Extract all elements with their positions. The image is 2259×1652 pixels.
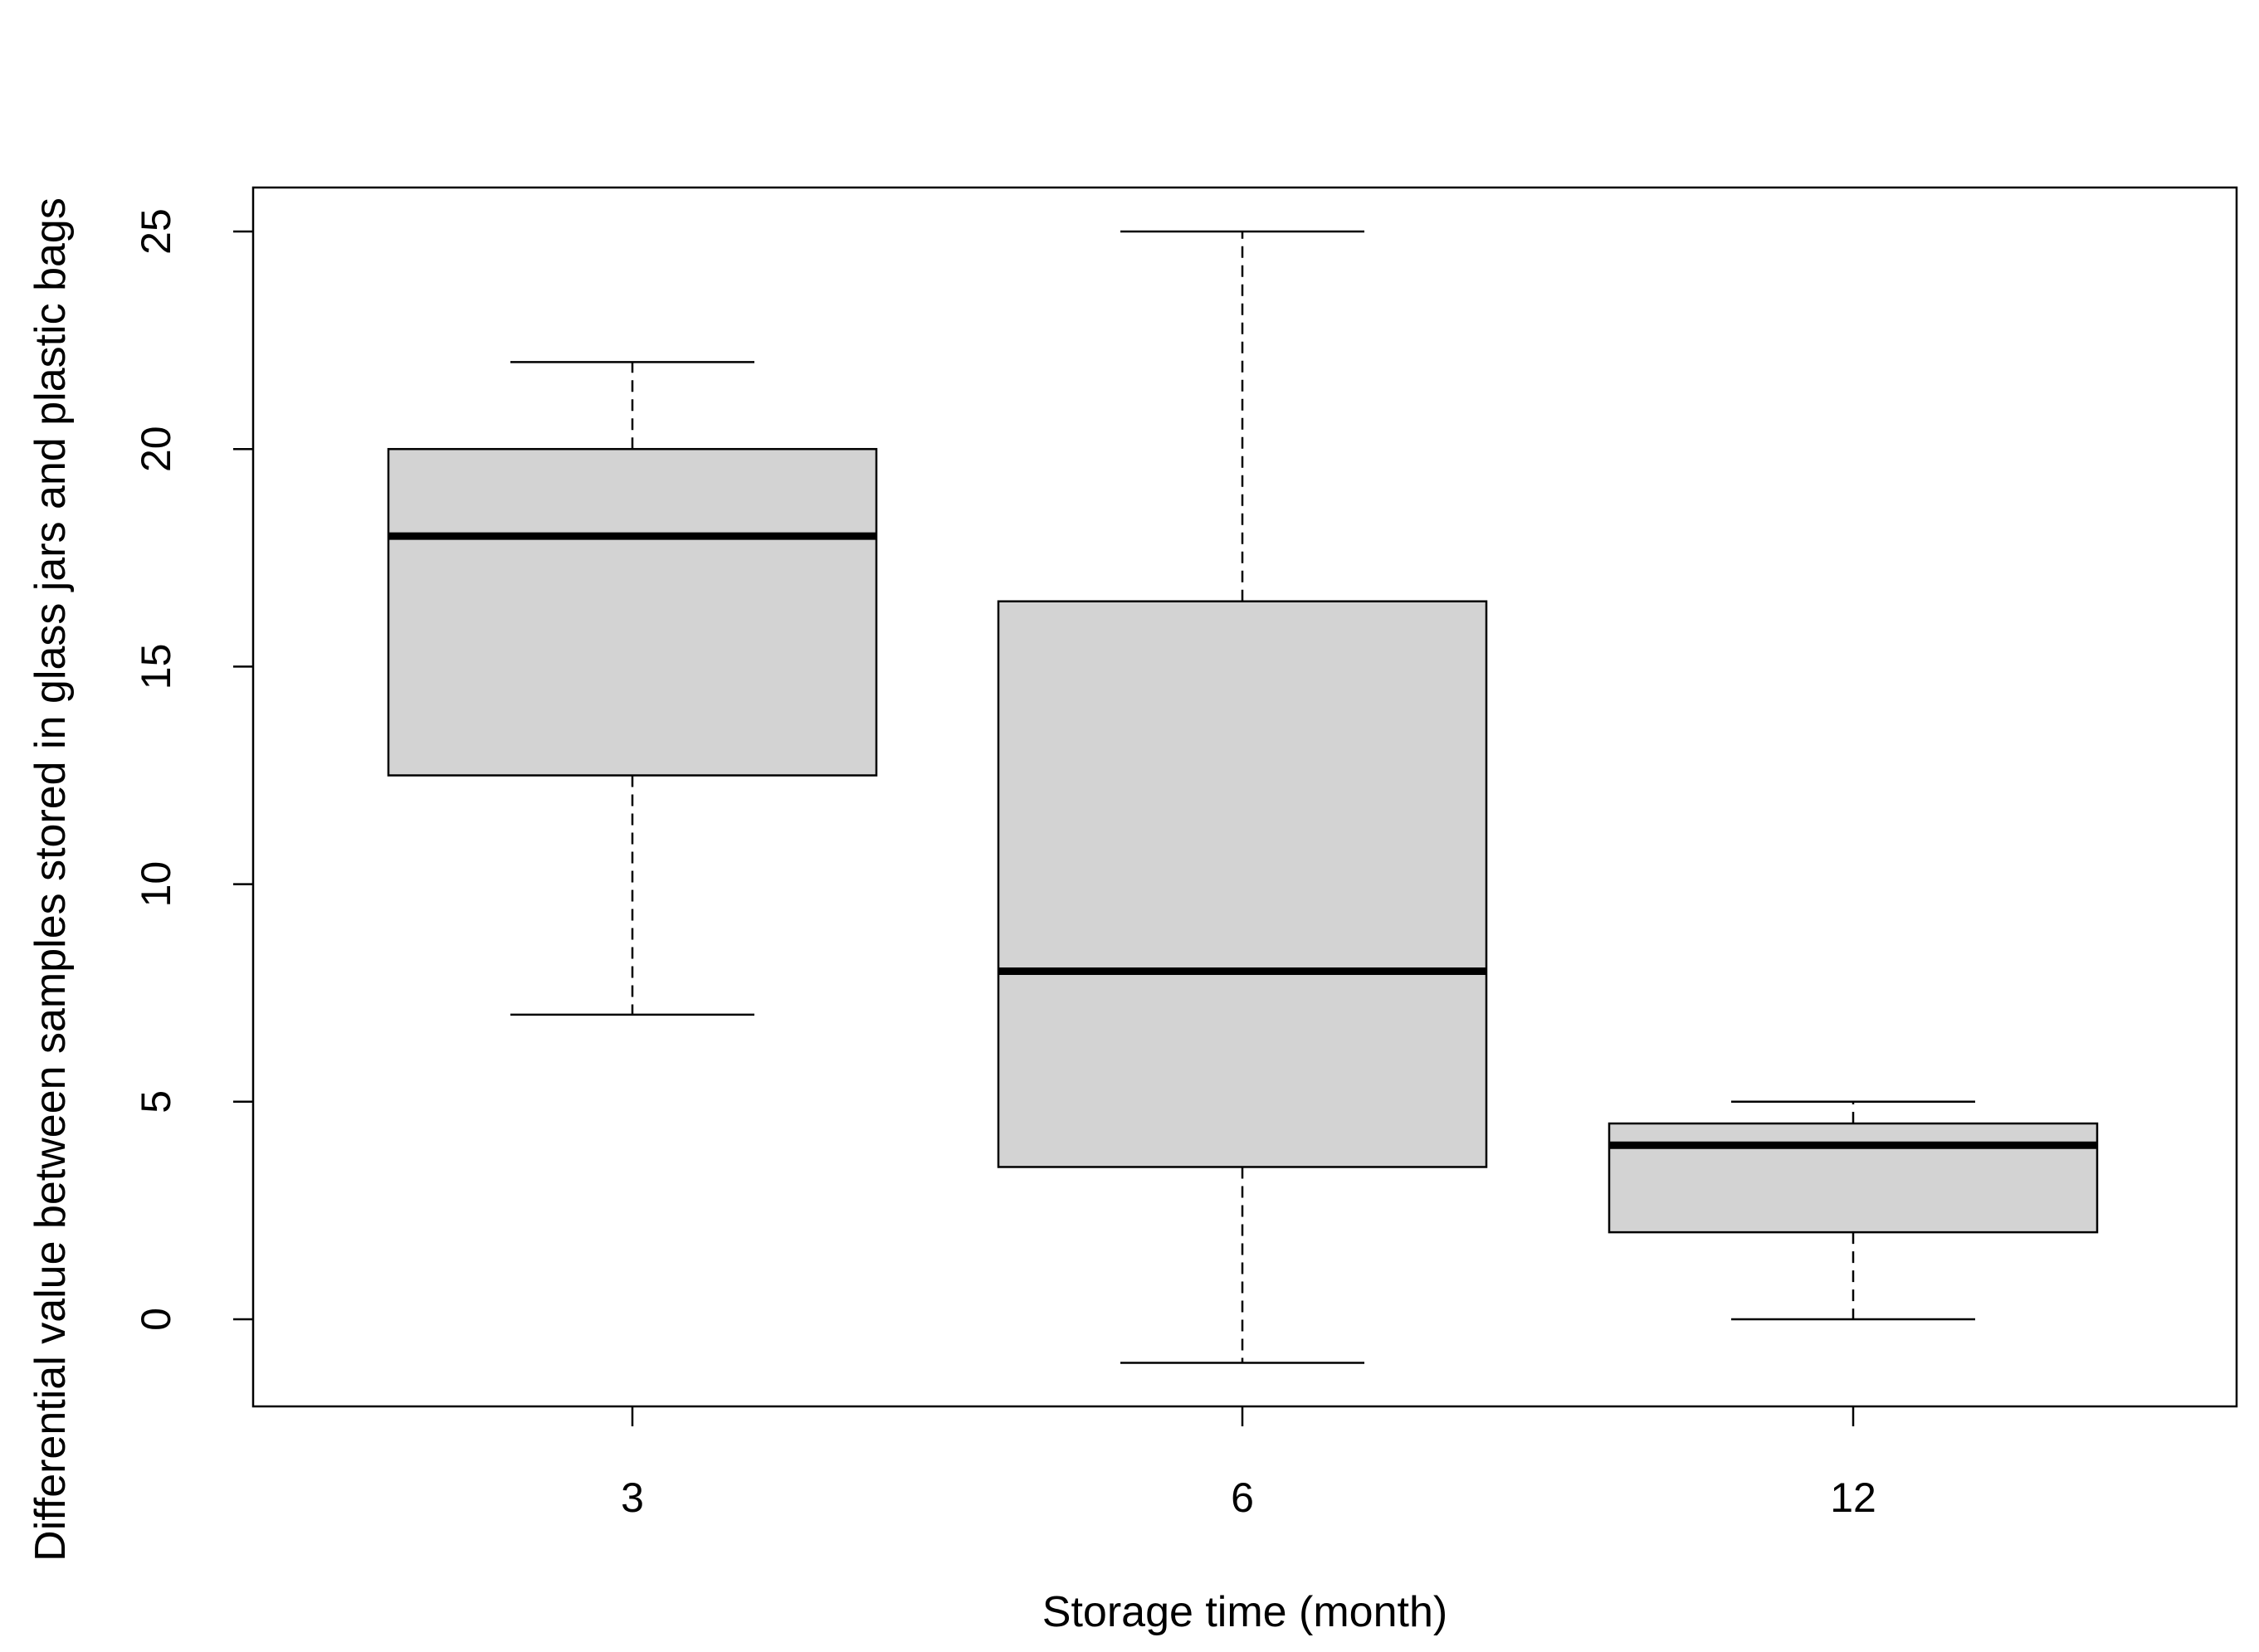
plot-frame <box>251 186 2238 1408</box>
box-group <box>997 230 1488 1364</box>
iqr-box <box>1608 1122 2099 1234</box>
x-tick-label: 12 <box>1830 1474 1876 1521</box>
y-tick-label: 25 <box>133 208 179 255</box>
y-tick-label: 10 <box>133 861 179 908</box>
y-tick-label: 5 <box>133 1090 179 1114</box>
iqr-box <box>997 600 1488 1168</box>
x-axis-label: Storage time (month) <box>1042 1588 1447 1636</box>
y-axis: 0 5 10 15 20 25 <box>133 208 253 1331</box>
box-series <box>387 230 2099 1364</box>
y-axis-label: Differential value between samples store… <box>27 197 75 1562</box>
y-tick-label: 15 <box>133 644 179 690</box>
y-tick-label: 20 <box>133 426 179 472</box>
x-axis: 3 6 12 <box>621 1406 1876 1521</box>
box-group <box>387 361 878 1016</box>
iqr-box <box>387 447 878 777</box>
x-tick-label: 3 <box>621 1474 644 1521</box>
box-group <box>1608 1100 2099 1321</box>
y-tick-label: 0 <box>133 1308 179 1331</box>
x-tick-label: 6 <box>1231 1474 1254 1521</box>
